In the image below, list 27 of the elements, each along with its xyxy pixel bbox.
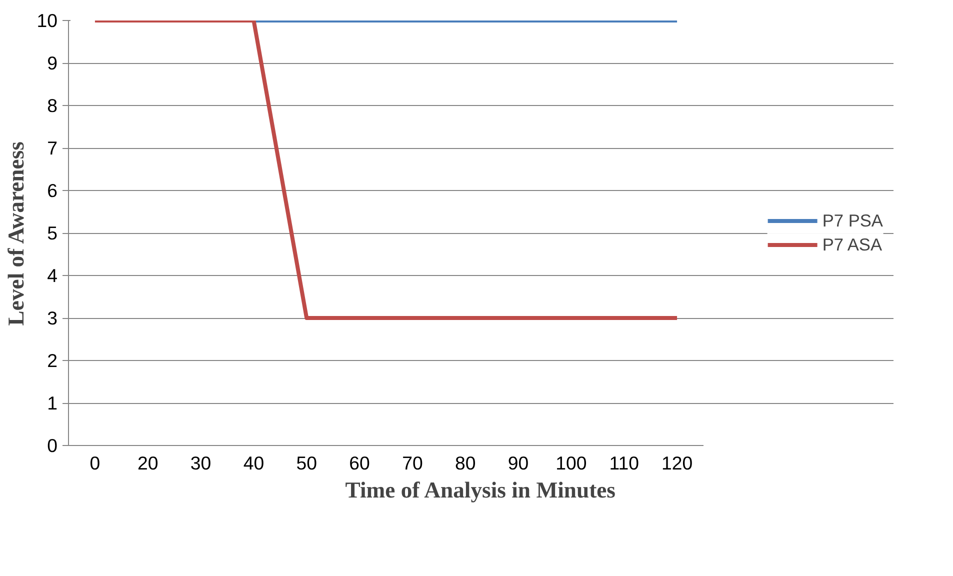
x-tick-label: 0 xyxy=(90,452,100,474)
y-tick-label: 5 xyxy=(47,222,58,244)
x-axis-title: Time of Analysis in Minutes xyxy=(345,478,616,502)
x-tick-label: 20 xyxy=(138,452,158,474)
y-tick-label: 2 xyxy=(47,350,58,371)
y-tick-label: 0 xyxy=(47,435,58,456)
x-tick-label: 110 xyxy=(609,452,640,474)
y-tick-label: 1 xyxy=(47,392,58,414)
x-tick-label: 80 xyxy=(455,452,476,474)
x-tick-label: 70 xyxy=(402,452,423,474)
x-tick-label: 30 xyxy=(190,452,212,474)
y-axis-title: Level of Awareness xyxy=(4,141,29,326)
legend-label: P7 PSA xyxy=(822,210,883,231)
y-tick-label: 4 xyxy=(47,265,58,286)
x-tick-label: 90 xyxy=(508,452,529,474)
x-tick-label: 60 xyxy=(349,452,370,474)
y-tick-label: 7 xyxy=(47,138,58,158)
y-tick-label: 8 xyxy=(47,95,58,116)
x-tick-label: 40 xyxy=(243,452,264,474)
y-tick-label: 3 xyxy=(47,308,58,328)
x-tick-label: 120 xyxy=(661,452,693,474)
y-tick-label: 9 xyxy=(47,52,58,74)
x-tick-label: 50 xyxy=(296,452,318,474)
legend-label: P7 ASA xyxy=(822,234,882,255)
x-tick-label: 100 xyxy=(556,452,587,474)
y-tick-label: 6 xyxy=(47,180,58,201)
y-tick-label: 10 xyxy=(36,10,58,31)
